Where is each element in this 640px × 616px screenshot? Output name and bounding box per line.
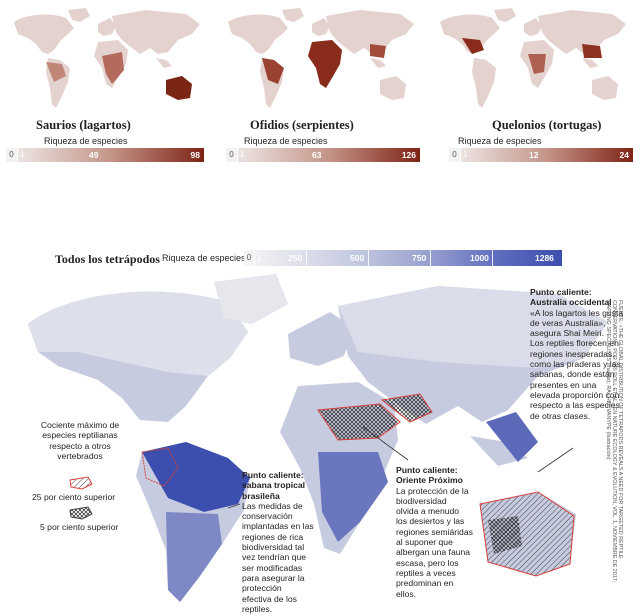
australia-line: como las praderas y las — [530, 359, 621, 370]
lizard-scale-max: 98 — [190, 150, 200, 160]
oriente-annotation: Punto caliente: Oriente Próximo La prote… — [396, 465, 500, 599]
brasil-line: reptiles. — [242, 603, 273, 614]
hatch-top5-swatch — [69, 506, 93, 520]
brasil-line: efectiva de los — [242, 593, 297, 604]
brasil-leader-line — [227, 503, 241, 509]
brasil-line: regiones de rica — [242, 531, 304, 542]
oriente-line: predominan en — [396, 578, 454, 589]
main-scale: 0 1 250 500 750 1000 1286 — [244, 250, 562, 266]
snake-scale: 0 1 63 126 — [226, 148, 420, 162]
snake-scale-zero: 0 — [226, 148, 237, 162]
turtle-scale-bar — [461, 148, 633, 162]
source-credit: FUENTE: «THE GLOBAL DISTRIBUTION OF TETR… — [605, 300, 623, 583]
hatch-legend-title: Cociente máximo de especies reptilianas … — [40, 420, 120, 461]
brasil-line: para asegurar la — [242, 572, 305, 583]
main-scale-tick: 1286 — [535, 253, 554, 263]
tetrapod-map — [28, 274, 608, 602]
brasil-line: vez tendrían que — [242, 552, 307, 563]
turtle-scale-one: 1 — [463, 150, 468, 159]
oriente-leader-line — [362, 426, 409, 461]
main-scale-divider — [306, 250, 307, 266]
australia-line: presentes en una — [530, 379, 597, 390]
turtle-scale-zero: 0 — [449, 148, 460, 162]
snake-scale-bar — [238, 148, 420, 162]
main-scale-divider — [368, 250, 369, 266]
lizard-scale-mid: 49 — [89, 150, 99, 160]
main-scale-zero: 0 — [244, 250, 254, 266]
snake-map-title: Ofidios (serpientes) — [250, 118, 354, 132]
hatch-top5-label: 5 por ciento superior — [40, 522, 119, 532]
turtle-scale-max: 24 — [619, 150, 629, 160]
snake-scale-one: 1 — [240, 150, 245, 159]
australia-line: regiones inesperadas, — [530, 348, 615, 359]
brasil-line: ser modificadas — [242, 562, 303, 573]
australia-heading2: Australia occidental — [530, 297, 612, 308]
main-scale-tick: 1000 — [470, 253, 489, 263]
snake-scale-max: 126 — [401, 150, 416, 160]
lizard-map-title: Saurios (lagartos) — [36, 118, 131, 132]
lizard-map — [6, 4, 206, 116]
brasil-line: protección — [242, 583, 282, 594]
oriente-line: al suponer que — [396, 537, 453, 548]
oriente-line: regiones semiáridas — [396, 526, 473, 537]
main-scale-bar — [255, 250, 562, 266]
lizard-scale: 0 1 49 98 — [6, 148, 204, 162]
oriente-line: los desiertos y las — [396, 516, 465, 527]
turtle-scale-mid: 12 — [529, 150, 539, 160]
oriente-line: escasa, pero los — [396, 557, 459, 568]
oriente-line: ellos. — [396, 588, 417, 599]
australia-leader-line — [537, 447, 574, 473]
brasil-heading3: brasileña — [242, 490, 280, 501]
turtle-map — [432, 4, 632, 116]
lizard-scale-label: Riqueza de especies — [44, 136, 128, 146]
australia-line: asegura Shai Meiri. — [530, 328, 605, 339]
turtle-map-title: Quelonios (tortugas) — [492, 118, 602, 132]
australia-line: de veras Australia», — [530, 317, 606, 328]
australia-line: de otras clases. — [530, 410, 591, 421]
australia-line: respecto a las especies — [530, 400, 620, 411]
turtle-scale-label: Riqueza de especies — [458, 136, 542, 146]
oriente-line: reptiles a veces — [396, 567, 456, 578]
hatch-top25-swatch — [69, 476, 93, 490]
australia-line: sabanas, donde están — [530, 369, 615, 380]
lizard-scale-one: 1 — [20, 150, 25, 159]
brasil-line: conservación — [242, 511, 293, 522]
main-scale-tick: 500 — [350, 253, 365, 263]
brasil-line: implantadas en las — [242, 521, 314, 532]
snake-scale-mid: 63 — [312, 150, 322, 160]
australia-line: Los reptiles florecen en — [530, 338, 619, 349]
oriente-line: La protección de la — [396, 485, 469, 496]
main-scale-divider — [492, 250, 493, 266]
main-scale-label: Riqueza de especies — [162, 253, 246, 263]
main-scale-one: 1 — [257, 253, 262, 263]
main-map-title: Todos los tetrápodos — [55, 252, 160, 266]
lizard-scale-zero: 0 — [6, 148, 17, 162]
oriente-heading2: Oriente Próximo — [396, 475, 463, 486]
oriente-line: biodiversidad — [396, 495, 447, 506]
turtle-scale: 0 1 12 24 — [449, 148, 633, 162]
hatch-top25-label: 25 por ciento superior — [32, 492, 116, 502]
brasil-heading2: sabana tropical — [242, 480, 306, 491]
lizard-scale-bar — [18, 148, 204, 162]
australia-line: «A los lagartos les gusta — [530, 307, 624, 318]
australia-line: elevada proporción con — [530, 389, 620, 400]
main-scale-tick: 750 — [412, 253, 427, 263]
australia-annotation: Punto caliente: Australia occidental «A … — [530, 287, 632, 421]
oriente-heading1: Punto caliente: — [396, 465, 458, 475]
australia-heading1: Punto caliente: — [530, 287, 592, 297]
main-scale-tick: 250 — [288, 253, 303, 263]
snake-map — [220, 4, 420, 116]
brasil-heading1: Punto caliente: — [242, 470, 304, 480]
brasil-annotation: Punto caliente: sabana tropical brasileñ… — [242, 470, 330, 614]
main-scale-divider — [430, 250, 431, 266]
brasil-line: Las medidas de — [242, 500, 303, 511]
oriente-line: olvida a menudo — [396, 506, 460, 517]
oriente-line: albergan una fauna — [396, 547, 471, 558]
snake-scale-label: Riqueza de especies — [244, 136, 328, 146]
brasil-line: biodiversidad tal — [242, 542, 305, 553]
